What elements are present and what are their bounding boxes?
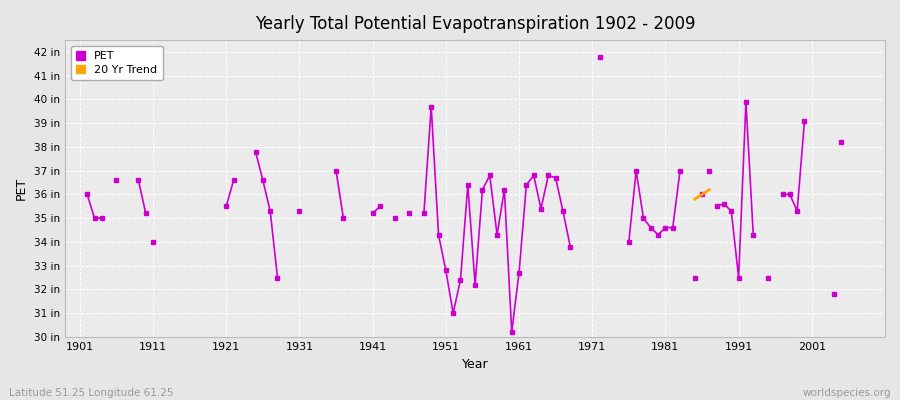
PET xyxy=(89,216,100,220)
Text: worldspecies.org: worldspecies.org xyxy=(803,388,891,398)
X-axis label: Year: Year xyxy=(462,358,489,371)
Y-axis label: PET: PET xyxy=(15,177,28,200)
20 Yr Trend xyxy=(704,187,715,192)
Title: Yearly Total Potential Evapotranspiration 1902 - 2009: Yearly Total Potential Evapotranspiratio… xyxy=(255,15,696,33)
PET xyxy=(82,192,93,197)
PET xyxy=(96,216,107,220)
Line: PET: PET xyxy=(86,193,104,220)
Text: Latitude 51.25 Longitude 61.25: Latitude 51.25 Longitude 61.25 xyxy=(9,388,174,398)
Line: 20 Yr Trend: 20 Yr Trend xyxy=(695,190,709,199)
Legend: PET, 20 Yr Trend: PET, 20 Yr Trend xyxy=(71,46,163,80)
20 Yr Trend xyxy=(689,197,700,202)
